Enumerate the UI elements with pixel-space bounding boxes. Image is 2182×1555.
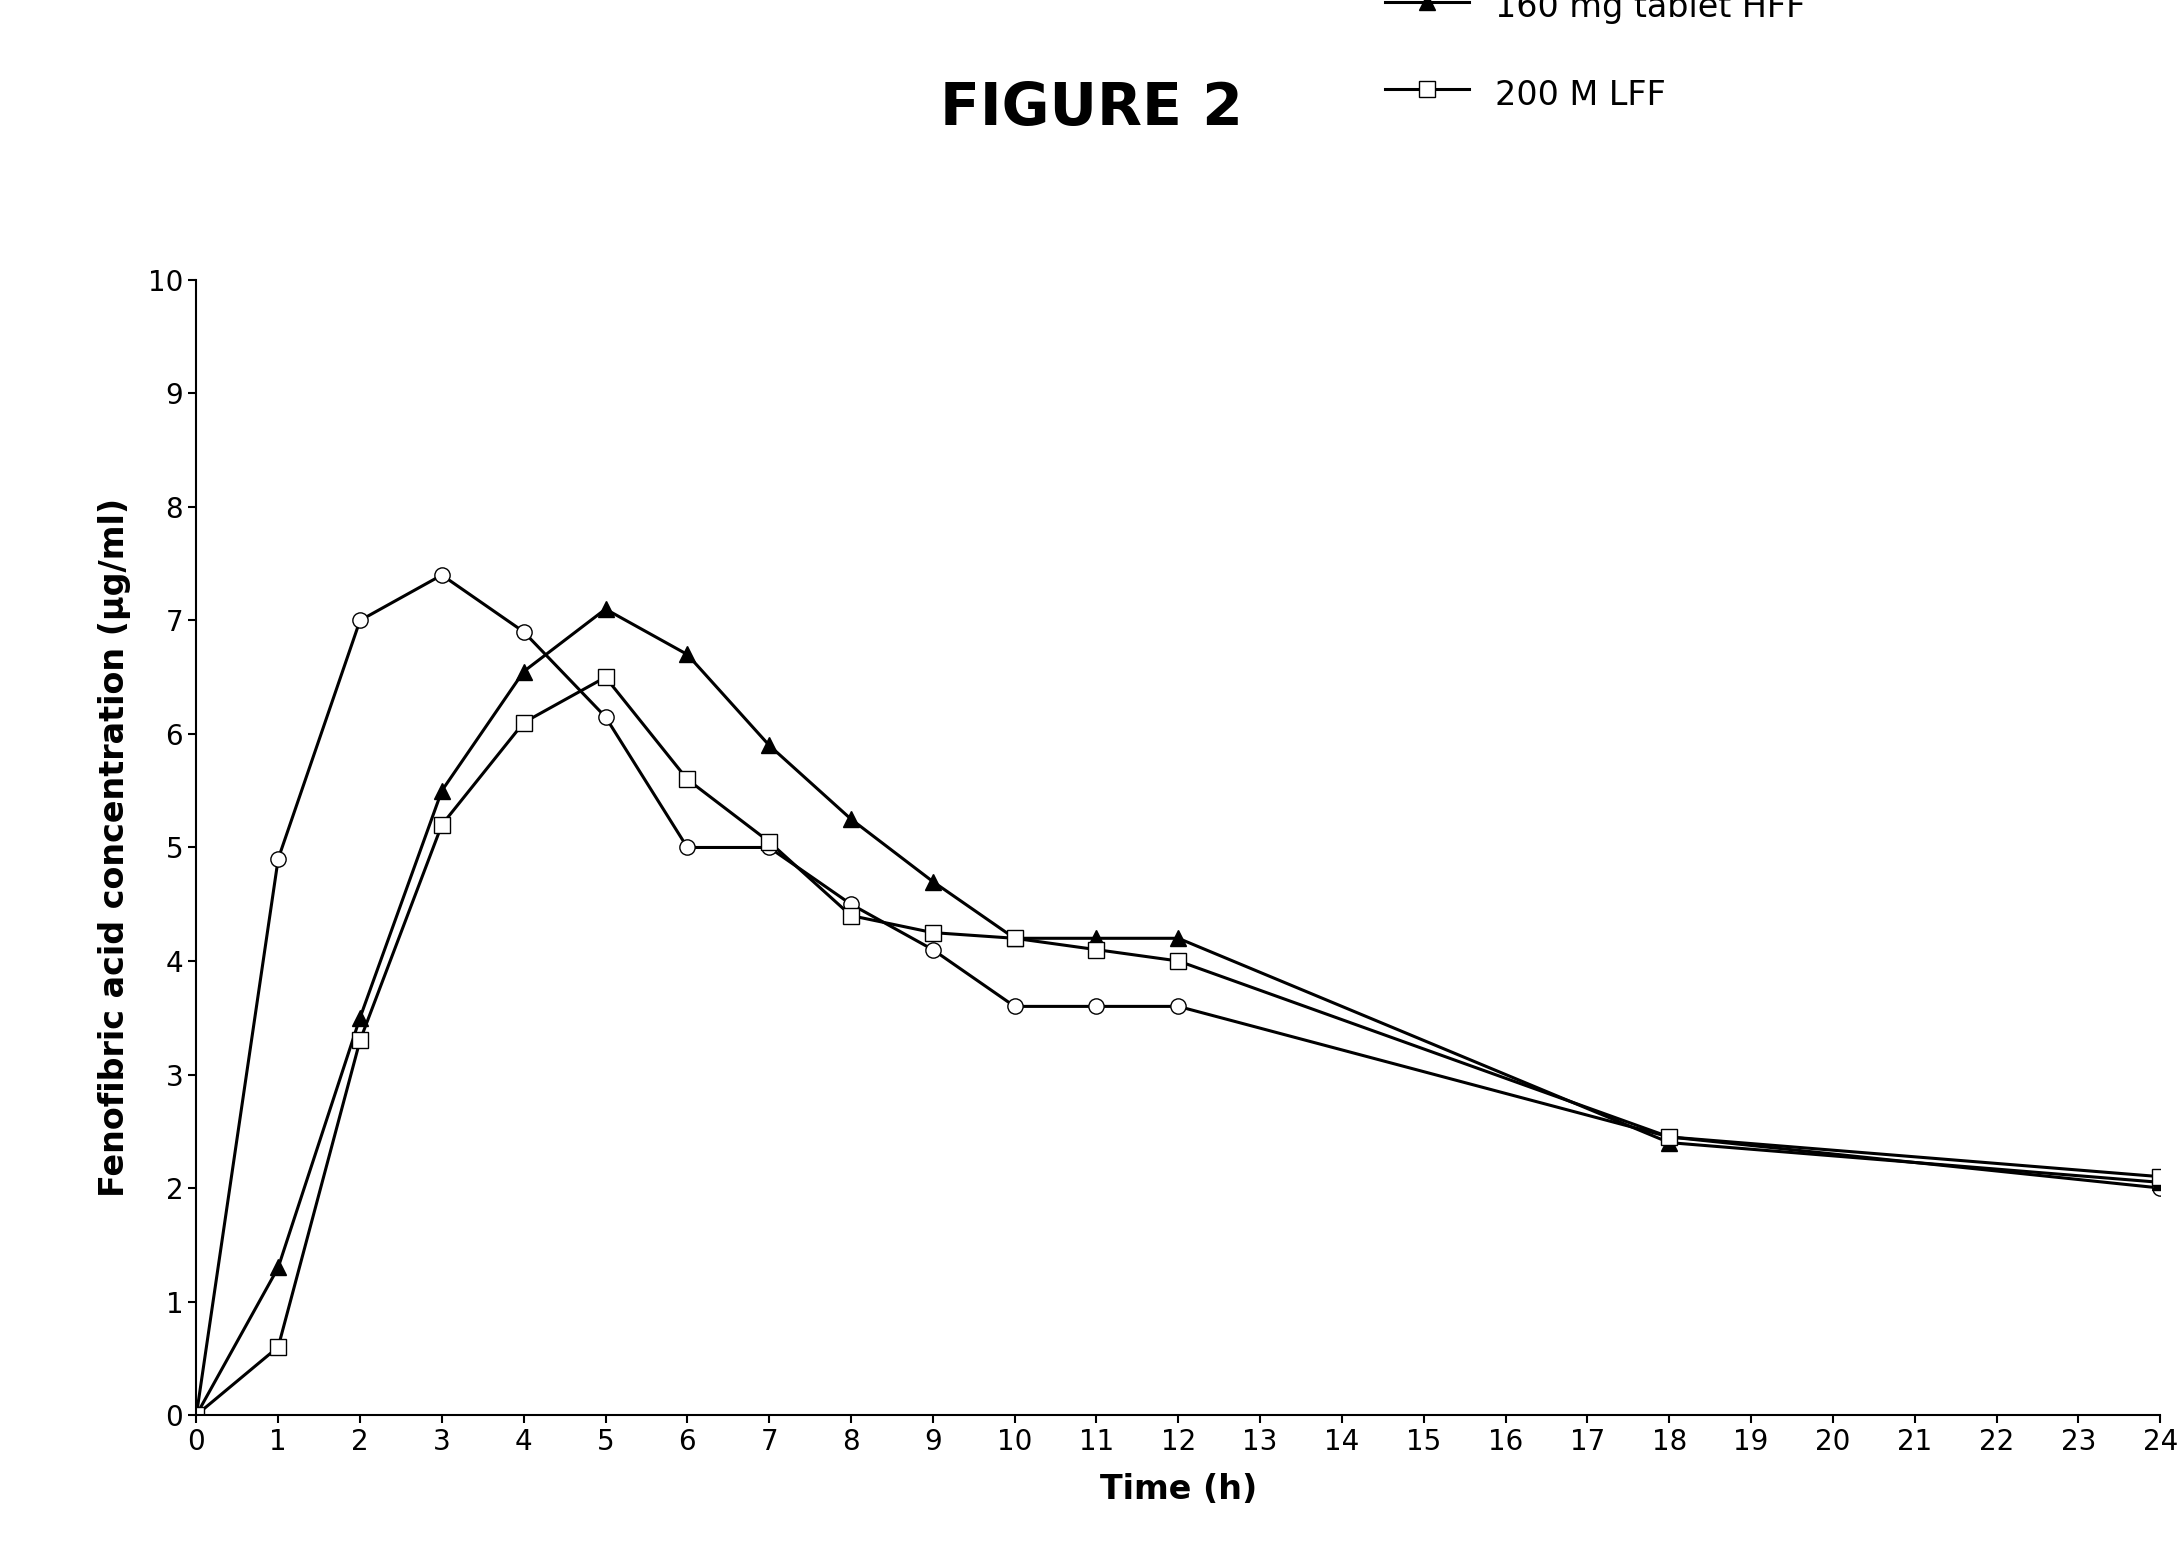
160 mg tablet fasting xyxy=(591,708,620,726)
200 M LFF xyxy=(591,669,620,687)
160 mg tablet fasting xyxy=(1082,997,1108,1015)
200 M LFF xyxy=(674,770,700,788)
160 mg tablet fasting xyxy=(1165,997,1191,1015)
160 mg tablet HFF xyxy=(511,662,537,681)
160 mg tablet fasting xyxy=(511,622,537,641)
160 mg tablet HFF xyxy=(266,1258,292,1277)
200 M LFF xyxy=(266,1337,292,1356)
160 mg tablet fasting xyxy=(347,611,373,630)
200 M LFF xyxy=(921,924,947,942)
160 mg tablet HFF xyxy=(1656,1134,1682,1152)
Text: FIGURE 2: FIGURE 2 xyxy=(940,81,1242,137)
200 M LFF xyxy=(183,1406,209,1424)
200 M LFF xyxy=(1082,941,1108,959)
Line: 200 M LFF: 200 M LFF xyxy=(188,670,2169,1423)
200 M LFF xyxy=(1656,1127,1682,1146)
X-axis label: Time (h): Time (h) xyxy=(1100,1473,1257,1505)
160 mg tablet HFF xyxy=(1002,928,1028,947)
160 mg tablet HFF xyxy=(755,736,781,754)
160 mg tablet HFF xyxy=(1082,928,1108,947)
160 mg tablet fasting xyxy=(755,838,781,857)
160 mg tablet fasting xyxy=(183,1406,209,1424)
200 M LFF xyxy=(347,1031,373,1050)
160 mg tablet fasting xyxy=(428,566,454,585)
200 M LFF xyxy=(1002,928,1028,947)
160 mg tablet HFF xyxy=(428,782,454,801)
200 M LFF xyxy=(838,907,864,925)
Line: 160 mg tablet HFF: 160 mg tablet HFF xyxy=(188,602,2169,1423)
200 M LFF xyxy=(755,832,781,851)
160 mg tablet HFF xyxy=(183,1406,209,1424)
160 mg tablet fasting xyxy=(1656,1127,1682,1146)
160 mg tablet fasting xyxy=(838,896,864,914)
160 mg tablet HFF xyxy=(838,810,864,829)
160 mg tablet HFF xyxy=(1165,928,1191,947)
Y-axis label: Fenofibric acid concentration (μg/ml): Fenofibric acid concentration (μg/ml) xyxy=(98,498,131,1197)
160 mg tablet HFF xyxy=(921,872,947,891)
200 M LFF xyxy=(2147,1168,2173,1186)
160 mg tablet fasting xyxy=(674,838,700,857)
Line: 160 mg tablet fasting: 160 mg tablet fasting xyxy=(188,568,2169,1423)
200 M LFF xyxy=(1165,952,1191,970)
160 mg tablet HFF xyxy=(347,1009,373,1028)
160 mg tablet fasting xyxy=(2147,1179,2173,1197)
160 mg tablet HFF xyxy=(2147,1172,2173,1191)
160 mg tablet fasting xyxy=(266,849,292,868)
160 mg tablet fasting xyxy=(1002,997,1028,1015)
Legend: 160 mg tablet fasting, 160 mg tablet HFF, 200 M LFF: 160 mg tablet fasting, 160 mg tablet HFF… xyxy=(1353,0,1890,148)
160 mg tablet HFF xyxy=(674,645,700,664)
160 mg tablet fasting xyxy=(921,941,947,959)
160 mg tablet HFF xyxy=(591,600,620,619)
200 M LFF xyxy=(428,815,454,833)
200 M LFF xyxy=(511,714,537,732)
